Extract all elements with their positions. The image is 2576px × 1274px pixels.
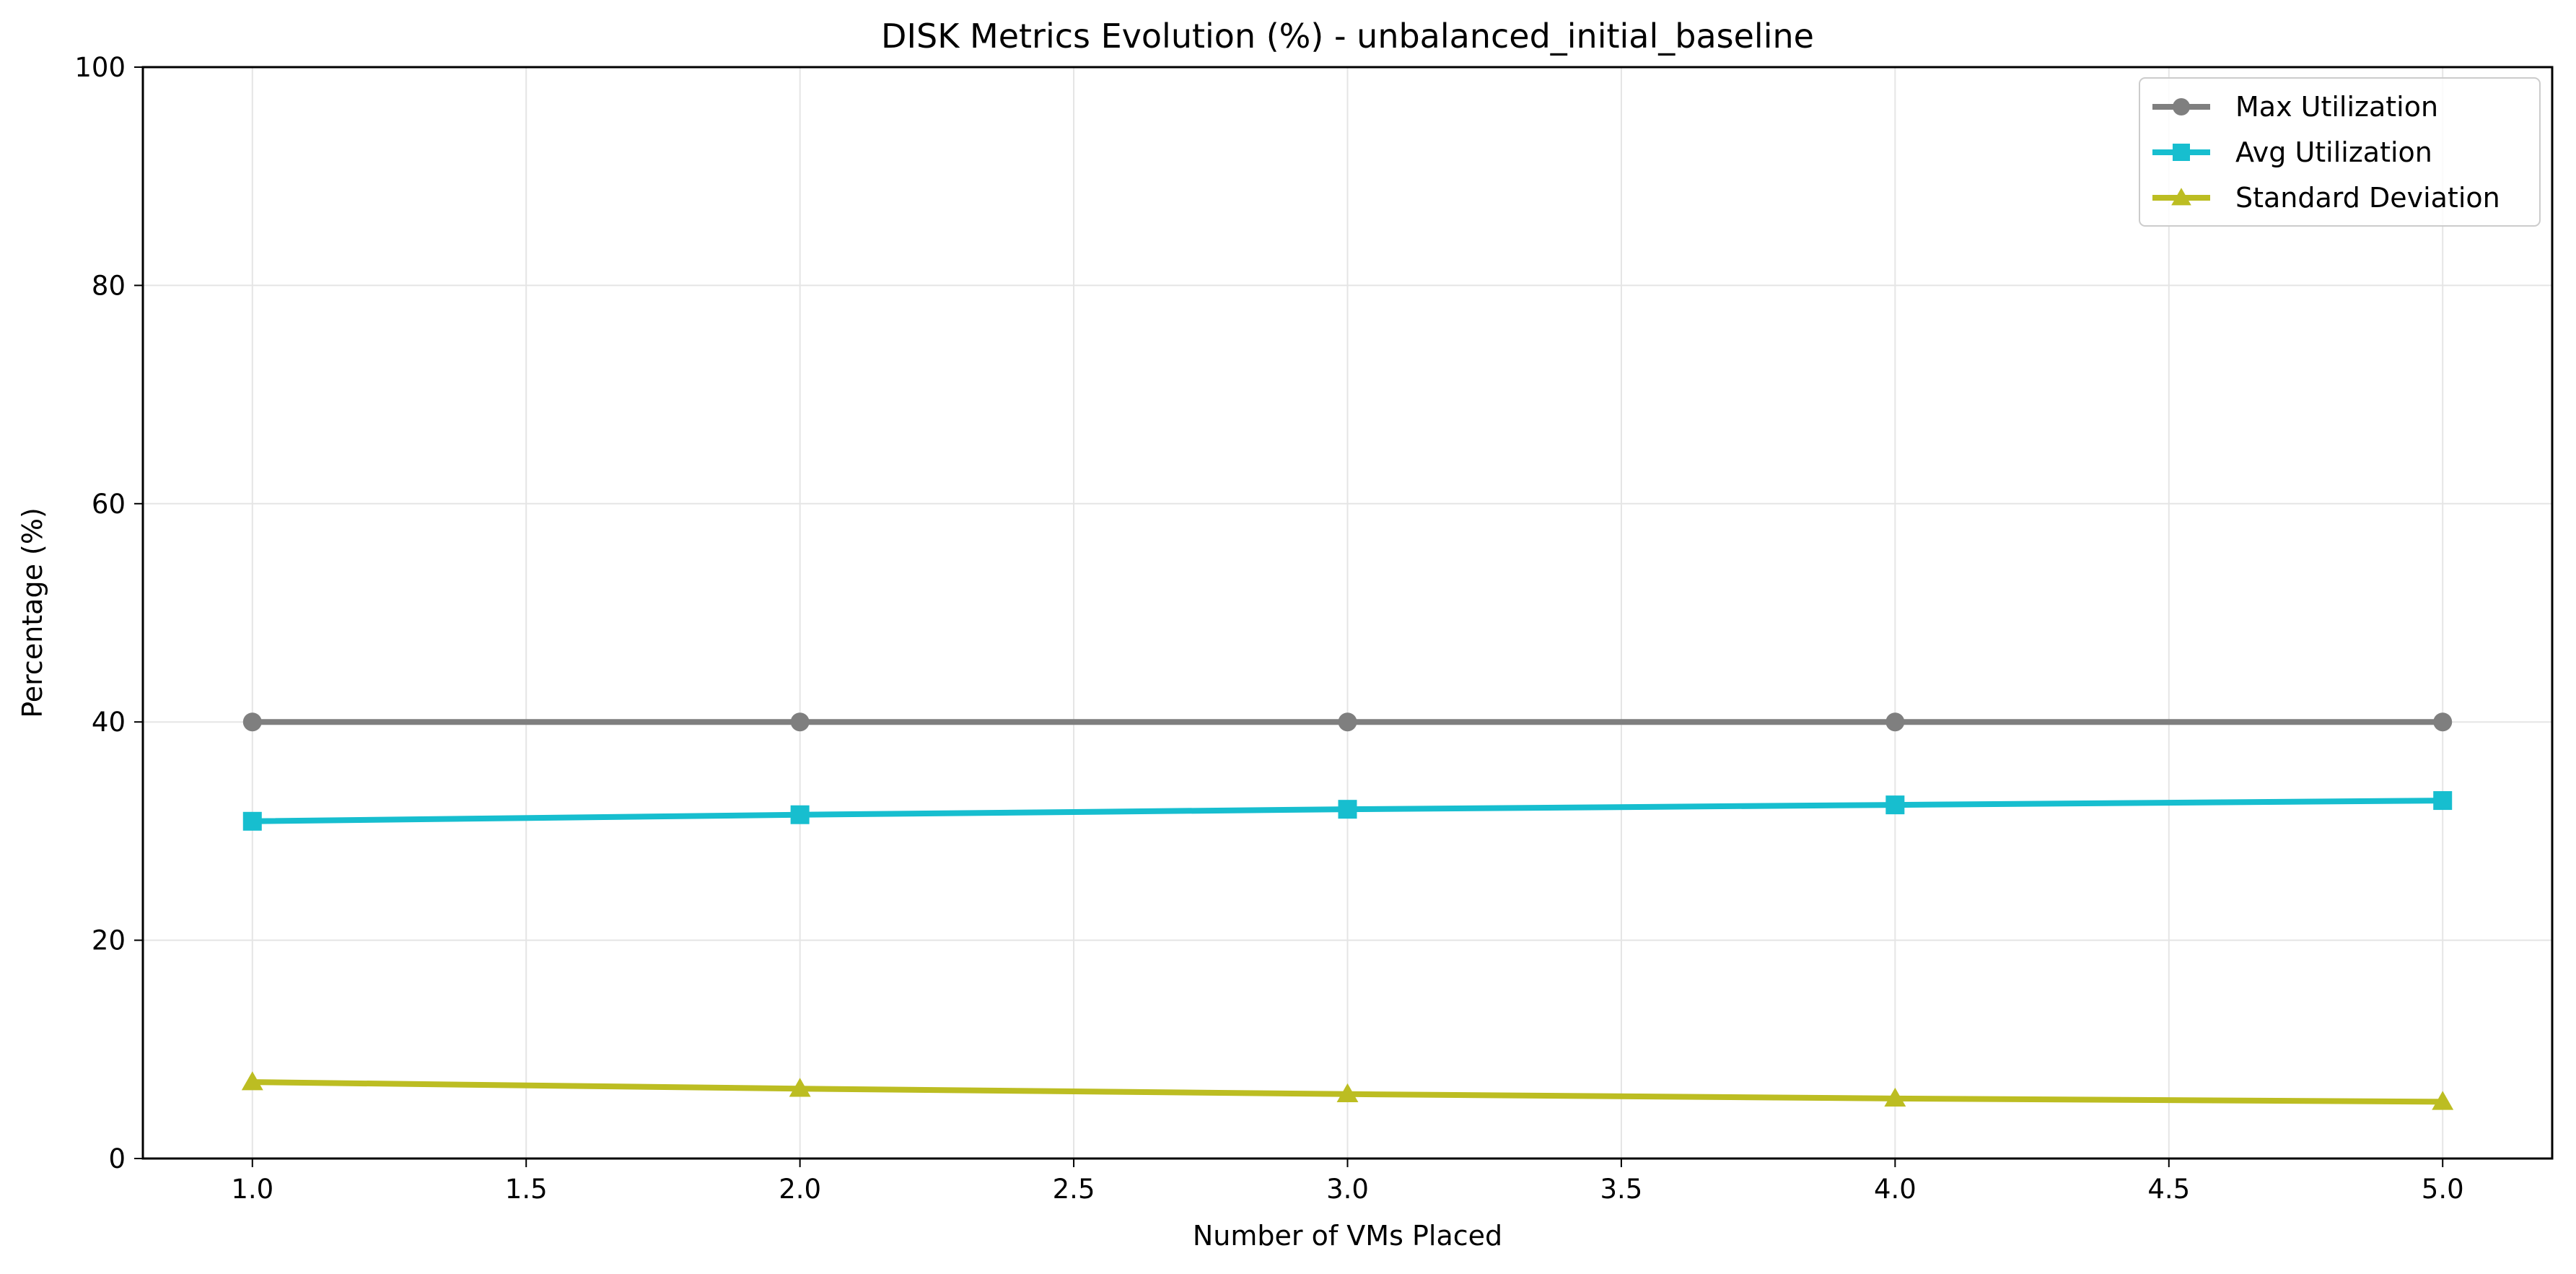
x-tick-label: 3.5 <box>1600 1174 1643 1205</box>
axis-ticks: 1.0 1.5 2.0 2.5 3.0 3.5 4.0 4.5 5.0 0 20 40 60 80 100 <box>74 52 2463 1205</box>
data-point <box>790 805 810 824</box>
data-point <box>2433 712 2453 732</box>
legend-box <box>2139 77 2541 227</box>
x-tick-label: 5.0 <box>2422 1174 2464 1205</box>
chart-title: DISK Metrics Evolution (%) - unbalanced_… <box>881 17 1814 56</box>
data-point <box>2433 791 2453 811</box>
data-point <box>789 1078 811 1097</box>
legend-label: Standard Deviation <box>2235 182 2500 214</box>
legend-label: Avg Utilization <box>2235 136 2432 168</box>
series-max-utilization <box>242 712 2453 732</box>
data-point <box>1338 800 1357 819</box>
legend-item: Max Utilization <box>2152 91 2438 123</box>
data-point <box>1338 712 1357 732</box>
y-tick-label: 20 <box>92 925 126 956</box>
legend-item: Standard Deviation <box>2152 182 2500 214</box>
data-point <box>1885 712 1905 732</box>
data-point <box>242 811 262 831</box>
legend-marker <box>2173 144 2190 161</box>
data-point <box>2432 1091 2454 1110</box>
legend-marker <box>2171 188 2191 206</box>
x-tick-label: 3.0 <box>1326 1174 1369 1205</box>
y-axis-label: Percentage (%) <box>17 507 48 718</box>
x-tick-label: 2.0 <box>779 1174 821 1205</box>
data-point <box>1336 1083 1359 1103</box>
data-point <box>790 712 810 732</box>
data-point <box>241 1071 263 1091</box>
legend-item: Avg Utilization <box>2152 136 2432 168</box>
x-axis-label: Number of VMs Placed <box>1193 1220 1502 1252</box>
x-tick-label: 4.0 <box>1874 1174 1916 1205</box>
data-point <box>242 712 262 732</box>
y-tick-label: 0 <box>108 1143 126 1174</box>
x-tick-label: 1.5 <box>505 1174 548 1205</box>
legend: Max Utilization Avg Utilization Standard D… <box>2139 77 2541 227</box>
y-tick-label: 40 <box>92 707 126 738</box>
x-tick-label: 1.0 <box>231 1174 273 1205</box>
y-tick-label: 100 <box>74 52 126 83</box>
data-point <box>1884 1087 1906 1107</box>
data-point <box>1885 795 1905 815</box>
series-standard-deviation <box>241 1071 2454 1110</box>
series-layer <box>241 712 2454 1110</box>
legend-marker <box>2173 98 2190 115</box>
x-tick-label: 2.5 <box>1053 1174 1095 1205</box>
legend-label: Max Utilization <box>2235 91 2438 123</box>
y-tick-label: 80 <box>92 270 126 301</box>
series-avg-utilization <box>242 791 2453 831</box>
x-tick-label: 4.5 <box>2147 1174 2190 1205</box>
y-tick-label: 60 <box>92 489 126 520</box>
